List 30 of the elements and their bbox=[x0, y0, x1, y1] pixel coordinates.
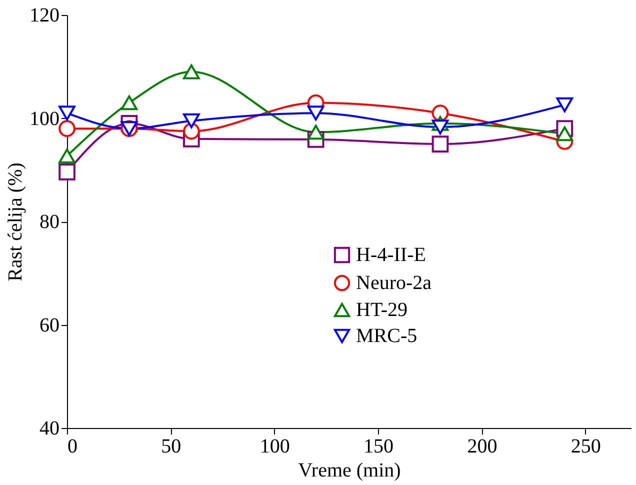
x-axis-title: Vreme (min) bbox=[298, 460, 401, 482]
legend-label: MRC-5 bbox=[356, 325, 418, 347]
legend-label: H-4-II-E bbox=[356, 244, 426, 266]
legend-label: HT-29 bbox=[356, 299, 408, 321]
x-tick-label: 250 bbox=[570, 436, 601, 458]
point bbox=[556, 97, 574, 112]
point bbox=[58, 106, 76, 121]
y-tick-label: 120 bbox=[30, 4, 60, 26]
legend-label: Neuro-2a bbox=[356, 272, 432, 294]
y-tick-label: 80 bbox=[40, 211, 60, 233]
x-tick-label: 200 bbox=[467, 436, 498, 458]
point bbox=[307, 124, 324, 140]
point bbox=[307, 106, 324, 121]
y-tick-label: 40 bbox=[40, 418, 60, 440]
y-axis-title: Rast ćelija (%) bbox=[4, 162, 26, 282]
point bbox=[432, 136, 449, 152]
y-tick-label: 60 bbox=[40, 314, 60, 336]
point bbox=[120, 95, 138, 110]
x-tick-label: 150 bbox=[364, 436, 394, 458]
point bbox=[58, 164, 76, 180]
point bbox=[182, 64, 200, 80]
x-tick-label: 100 bbox=[260, 436, 290, 458]
point bbox=[58, 148, 76, 164]
point bbox=[58, 120, 76, 137]
x-tick-label: 50 bbox=[161, 436, 182, 458]
point bbox=[432, 120, 449, 134]
point bbox=[556, 126, 574, 142]
x-tick-label: 0 bbox=[68, 436, 78, 458]
point bbox=[182, 113, 200, 128]
y-tick-label: 100 bbox=[30, 108, 60, 130]
